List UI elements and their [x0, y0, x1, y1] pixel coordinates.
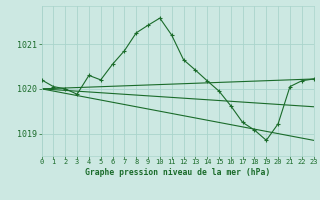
X-axis label: Graphe pression niveau de la mer (hPa): Graphe pression niveau de la mer (hPa)	[85, 168, 270, 177]
